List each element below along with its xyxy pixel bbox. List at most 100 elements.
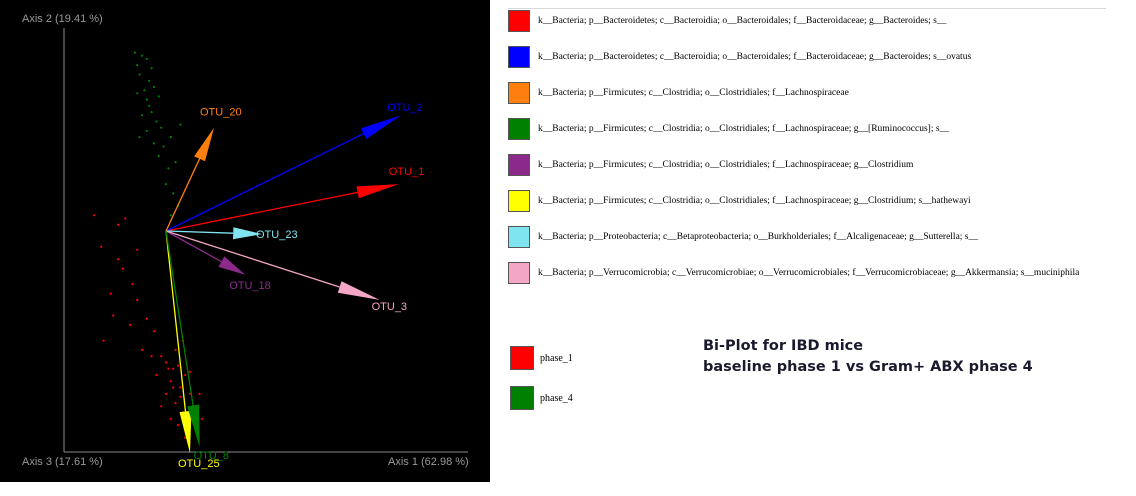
legend-swatch [508, 190, 530, 212]
otu_25-vector-line [165, 230, 187, 412]
taxa-legend-item: k__Bacteria; p__Firmicutes; c__Clostridi… [508, 82, 1128, 108]
phase_4-point [157, 95, 160, 98]
phase_1-point [184, 436, 187, 439]
legend-label: phase_4 [540, 393, 573, 404]
legend-swatch [508, 82, 530, 104]
otu_3-vector-label: OTU_3 [372, 301, 407, 313]
legend-label: k__Bacteria; p__Verrucomicrobia; c__Verr… [538, 268, 1080, 278]
phase_4-point [172, 192, 175, 195]
phase_4-point [155, 120, 158, 123]
otu_18-vector-arrowhead [218, 256, 246, 275]
legend-swatch [508, 118, 530, 140]
phase_1-point [131, 283, 134, 286]
otu_3-vector-line [165, 230, 340, 288]
phase_4-point [136, 64, 139, 67]
otu_1-vector-label: OTU_1 [389, 166, 424, 178]
otu_23-vector-arrowhead [233, 227, 262, 240]
phase_1-point [155, 373, 158, 377]
taxa-legend-item: k__Bacteria; p__Firmicutes; c__Clostridi… [508, 190, 1128, 216]
phase_1-point [172, 386, 175, 389]
phase_1-point [160, 355, 163, 358]
otu_8-vector-arrowhead [187, 404, 200, 447]
taxa-legend-item: k__Bacteria; p__Firmicutes; c__Clostridi… [508, 154, 1128, 180]
y-axis-label: Axis 2 (19.41 %) [22, 13, 103, 25]
phase_1-point [145, 317, 148, 320]
phase_4-point [152, 142, 156, 145]
legend-swatch [508, 46, 530, 68]
legend-label: k__Bacteria; p__Bacteroidetes; c__Bacter… [538, 52, 972, 62]
phase_1-point [102, 339, 105, 342]
otu_2-vector-label: OTU_2 [387, 102, 422, 114]
phase_4-point [143, 89, 146, 92]
x-axis-label: Axis 1 (62.98 %) [388, 456, 469, 468]
phase_1-point [160, 405, 163, 408]
legend-label: k__Bacteria; p__Firmicutes; c__Clostridi… [538, 196, 971, 206]
legend-label: k__Bacteria; p__Bacteroidetes; c__Bacter… [538, 16, 947, 26]
phase_1-point [136, 248, 139, 251]
phase_1-point [169, 380, 172, 383]
otu_2-vector-line [165, 133, 364, 232]
phase_1-point [176, 364, 180, 367]
phase_4-point [150, 111, 153, 114]
otu_23-vector-line [165, 230, 234, 234]
legend-label: k__Bacteria; p__Firmicutes; c__Clostridi… [538, 160, 914, 170]
otu_18-vector-line [165, 230, 222, 263]
phase_4-point [148, 79, 151, 82]
phase_1-point [124, 217, 127, 220]
phase_1-point [174, 348, 177, 351]
otu_20-vector-arrowhead [194, 127, 214, 162]
phase_1-point [116, 223, 120, 226]
taxa-legend-item: k__Bacteria; p__Firmicutes; c__Clostridi… [508, 118, 1128, 144]
otu_1-vector-line [165, 191, 358, 232]
phase_1-point [136, 298, 139, 301]
phase_4-point [169, 214, 172, 217]
phase_1-point [200, 417, 204, 420]
otu_20-vector-line [165, 158, 201, 232]
phase_1-point [179, 395, 182, 398]
phase_1-point [140, 348, 144, 351]
otu_2-vector-arrowhead [360, 115, 402, 140]
taxa-legend-item: k__Bacteria; p__Verrucomicrobia; c__Verr… [508, 262, 1128, 288]
legend-label: k__Bacteria; p__Proteobacteria; c__Betap… [538, 232, 979, 242]
phase_4-point [174, 161, 177, 164]
phase_4-point [179, 123, 182, 126]
note-line-1: Bi-Plot for IBD mice [703, 338, 864, 354]
phase_1-point [152, 330, 156, 333]
phase_4-point [157, 154, 160, 157]
phase_4-point [160, 126, 163, 129]
otu_8-vector-line [165, 230, 194, 406]
otu_20-vector-label: OTU_20 [200, 107, 242, 119]
phase_1-point [164, 392, 168, 395]
phase_4-point [150, 67, 153, 70]
otu_18-vector-label: OTU_18 [229, 280, 271, 292]
phase_1-point [92, 214, 96, 217]
phase_4-point [162, 145, 165, 148]
legend-swatch [508, 226, 530, 248]
phase_1-point [167, 367, 170, 370]
phase_4-point [145, 57, 148, 60]
phase_1-point [172, 367, 175, 370]
legend-divider [508, 8, 1106, 9]
phase_4-point [133, 51, 136, 54]
phase_4-point [140, 114, 144, 117]
phase_4-point [136, 92, 139, 95]
otu_23-vector-label: OTU_23 [256, 229, 298, 241]
taxa-legend-item: k__Bacteria; p__Bacteroidetes; c__Bacter… [508, 10, 1128, 36]
biplot-panel: Axis 2 (19.41 %) Axis 3 (17.61 %) Axis 1… [0, 0, 490, 482]
legend-label: phase_1 [540, 353, 573, 364]
phase_4-point [145, 98, 148, 101]
phase_4-point [152, 85, 156, 89]
phase_4-point [164, 183, 168, 186]
phase_4-point [145, 129, 148, 132]
phase_1-point [198, 392, 201, 395]
phase_1-point [121, 267, 124, 270]
phase_1-point [100, 245, 103, 248]
vectors-layer: OTU_1 OTU_2 OTU_20 OTU_23 OTU_18 OTU_3 OTU_25O… [165, 102, 424, 470]
phase_1-point [150, 355, 153, 358]
phase_4-point [138, 136, 141, 139]
plot-description: Bi-Plot for IBD mice baseline phase 1 vs… [703, 336, 1033, 378]
z-axis-label: Axis 3 (17.61 %) [22, 456, 103, 468]
note-line-2: baseline phase 1 vs Gram+ ABX phase 4 [703, 359, 1033, 375]
phase_1-point [112, 314, 115, 317]
points-layer [92, 51, 204, 439]
